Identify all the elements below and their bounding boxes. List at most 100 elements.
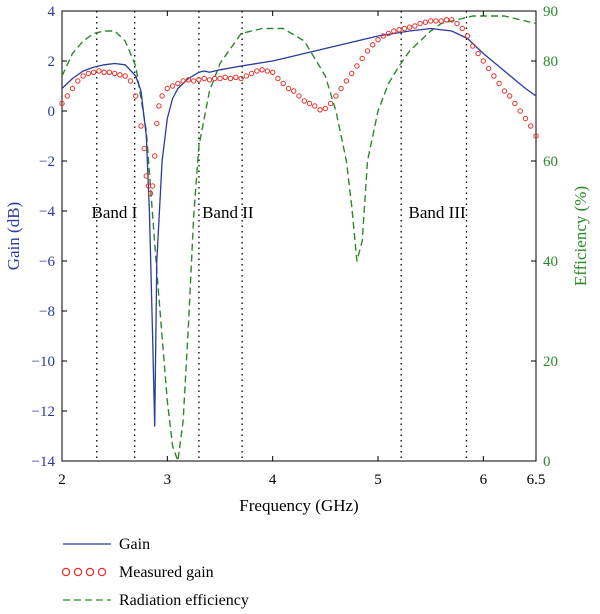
measured-gain-point bbox=[96, 68, 102, 74]
measured-gain-point bbox=[449, 17, 455, 23]
y-tick-label: −14 bbox=[32, 454, 56, 470]
measured-gain-point bbox=[501, 88, 508, 94]
measured-gain-point bbox=[491, 73, 497, 79]
legend-efficiency-label: Radiation efficiency bbox=[119, 592, 249, 609]
legend-measured-circle bbox=[97, 567, 107, 577]
measured-gain-point bbox=[406, 24, 413, 30]
measured-gain-point bbox=[180, 78, 186, 84]
measured-gain-point bbox=[238, 75, 244, 82]
measured-gain-point bbox=[528, 123, 534, 129]
y-axis-left-ticks: 4 2 0 −2 −4 −6 −8 −10 −12 −14 bbox=[32, 4, 67, 470]
y2-tick-label: 20 bbox=[543, 354, 558, 370]
measured-gain-point bbox=[475, 50, 481, 57]
measured-gain-point bbox=[428, 18, 434, 24]
measured-gain-point bbox=[196, 77, 202, 83]
measured-gain-point bbox=[301, 98, 307, 104]
measured-gain-point bbox=[517, 108, 523, 114]
band-divider-lines bbox=[96, 11, 468, 461]
measured-gain-point bbox=[169, 83, 176, 89]
measured-gain-point bbox=[380, 33, 386, 39]
measured-gain-point bbox=[507, 93, 513, 99]
measured-gain-point bbox=[512, 100, 518, 107]
measured-gain-point bbox=[106, 69, 113, 76]
measured-gain-point bbox=[412, 23, 418, 29]
measured-gain-point bbox=[496, 80, 502, 87]
measured-gain-point bbox=[254, 68, 260, 74]
legend-measured-circle bbox=[85, 567, 95, 577]
legend-measured-symbol bbox=[61, 567, 107, 577]
x-axis-ticks: 2 3 4 5 6 6.5 bbox=[58, 11, 545, 488]
band-label: Band III bbox=[409, 203, 466, 222]
measured-gain-point bbox=[59, 100, 65, 107]
x-tick-label: 6 bbox=[480, 472, 488, 488]
measured-gain-point bbox=[201, 75, 207, 82]
measured-gain-point bbox=[459, 25, 465, 32]
measured-gain-point bbox=[338, 85, 344, 92]
measured-gain-point bbox=[222, 74, 229, 81]
band-label: Band I bbox=[91, 203, 137, 222]
measured-gain-point bbox=[464, 33, 471, 39]
measured-gain-point bbox=[154, 120, 160, 127]
measured-gain-point bbox=[64, 93, 71, 99]
measured-gain-point bbox=[343, 78, 350, 84]
y2-tick-label: 90 bbox=[543, 4, 558, 20]
x-axis-title: Frequency (GHz) bbox=[239, 496, 358, 515]
measured-gain-point bbox=[370, 42, 376, 48]
legend-gain-label: Gain bbox=[119, 536, 150, 553]
gain-line bbox=[61, 27, 537, 427]
measured-gain-point bbox=[117, 72, 123, 78]
legend: Gain Measured gain Radiation efficiency bbox=[61, 536, 249, 609]
measured-gain-point bbox=[175, 80, 181, 87]
measured-gain-point bbox=[259, 67, 265, 73]
measured-gain-point bbox=[133, 93, 139, 99]
y-tick-label: −2 bbox=[39, 154, 55, 170]
measured-gain-point bbox=[422, 19, 429, 25]
y-tick-label: 4 bbox=[48, 4, 56, 20]
measured-gain-point bbox=[149, 183, 156, 189]
legend-measured-circle bbox=[73, 567, 83, 577]
measured-gain-point bbox=[152, 153, 158, 159]
measured-gain-point bbox=[438, 18, 444, 24]
measured-gain-point bbox=[364, 48, 371, 54]
y2-tick-label: 60 bbox=[543, 154, 558, 170]
measured-gain-point bbox=[275, 75, 281, 82]
measured-gain-point bbox=[217, 75, 223, 82]
measured-gain-point bbox=[191, 78, 197, 84]
y-tick-label: −12 bbox=[32, 404, 55, 420]
measured-gain-point bbox=[156, 103, 162, 109]
measured-gain-point bbox=[359, 55, 365, 62]
y2-tick-label: 40 bbox=[543, 254, 558, 270]
measured-gain-point bbox=[327, 100, 334, 107]
x-tick-label: 5 bbox=[374, 472, 382, 488]
measured-gain-point bbox=[396, 27, 402, 33]
measured-gain-point bbox=[333, 93, 339, 99]
measured-gain-point bbox=[354, 63, 360, 69]
measured-gain-point bbox=[312, 103, 318, 109]
y-tick-label: −6 bbox=[39, 254, 55, 270]
x-tick-label: 2 bbox=[58, 472, 66, 488]
band-labels: Band I Band II Band III bbox=[91, 203, 466, 222]
measured-gain-point bbox=[122, 73, 128, 79]
measured-gain-point bbox=[417, 20, 423, 27]
measured-gain-point bbox=[185, 77, 192, 83]
measured-gain-point bbox=[285, 85, 292, 92]
measured-gain-point bbox=[306, 100, 313, 107]
plot-area bbox=[61, 10, 537, 462]
measured-gain-point bbox=[164, 85, 171, 92]
measured-gain-point bbox=[90, 69, 97, 76]
measured-gain-point bbox=[80, 73, 86, 79]
measured-gain-point bbox=[233, 74, 239, 81]
y2-tick-label: 0 bbox=[543, 454, 551, 470]
measured-gain-point bbox=[317, 107, 323, 113]
series-radiation-efficiency bbox=[61, 15, 537, 462]
measured-gain-point bbox=[159, 93, 165, 99]
measured-gain-point bbox=[522, 115, 529, 122]
measured-gain-point bbox=[69, 85, 76, 92]
measured-gain-point bbox=[401, 25, 407, 32]
measured-gain-point bbox=[112, 70, 118, 77]
measured-gain-point bbox=[243, 73, 250, 79]
measured-gain-point bbox=[206, 77, 213, 83]
measured-gain-point bbox=[375, 37, 381, 43]
measured-gain-point bbox=[291, 88, 297, 94]
